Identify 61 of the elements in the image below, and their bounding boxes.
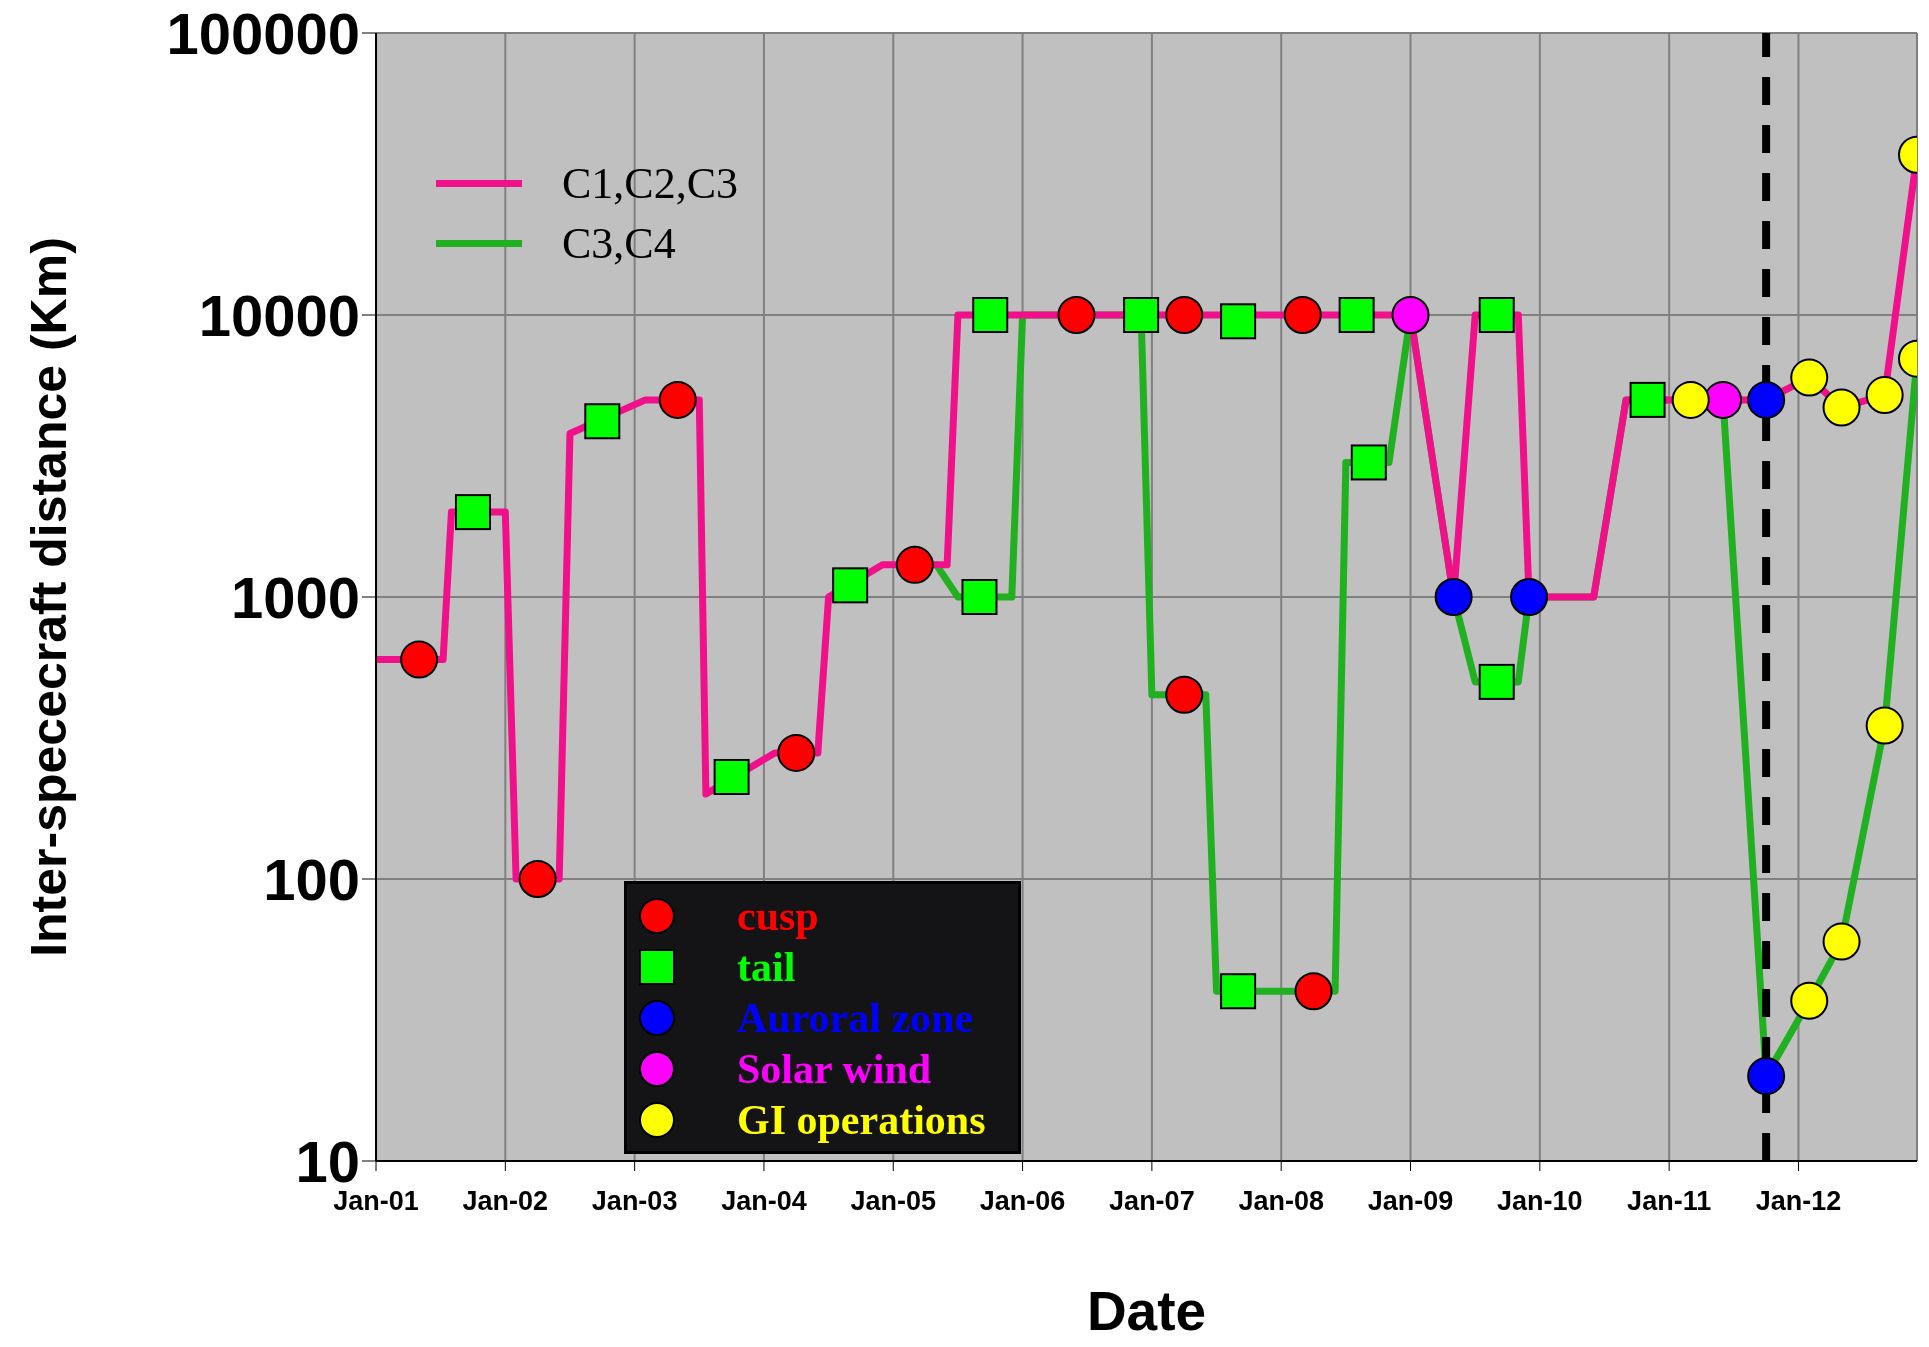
point <box>1790 358 1829 397</box>
point <box>832 567 869 604</box>
x-tick-label: Jan-02 <box>462 1186 549 1217</box>
x-tick-label: Jan-09 <box>1367 1186 1454 1217</box>
x-tick-label: Jan-10 <box>1497 1186 1583 1217</box>
x-tick-label: Jan-11 <box>1627 1186 1712 1217</box>
point <box>1478 297 1515 333</box>
point <box>1165 296 1204 334</box>
point <box>1350 444 1387 481</box>
point <box>584 403 621 440</box>
point <box>1220 973 1257 1010</box>
point <box>1391 296 1430 334</box>
point <box>1747 1057 1786 1096</box>
point <box>1123 297 1160 333</box>
y-tick-label: 1000 <box>230 564 360 630</box>
point <box>518 860 557 898</box>
point <box>1510 578 1549 616</box>
legend-label: GI operations <box>737 1095 986 1144</box>
point <box>1704 380 1743 419</box>
point <box>1822 922 1861 961</box>
point <box>1294 972 1333 1011</box>
point <box>1822 388 1861 427</box>
x-tick-label: Jan-07 <box>1109 1186 1195 1217</box>
legend-label: C3,C4 <box>562 217 676 269</box>
y-tick-label: 100 <box>263 846 360 912</box>
x-tick-label: Jan-06 <box>979 1186 1066 1217</box>
point <box>1865 706 1904 745</box>
point <box>1671 380 1710 419</box>
point <box>1434 578 1473 616</box>
legend-label: tail <box>737 942 796 991</box>
legend-label: cusp <box>737 891 819 940</box>
x-tick-label: Jan-12 <box>1755 1186 1842 1217</box>
x-tick-label: Jan-04 <box>721 1186 807 1217</box>
point <box>777 733 816 772</box>
y-tick-label: 100000 <box>166 0 360 66</box>
point <box>454 494 491 531</box>
point <box>972 297 1009 333</box>
point <box>1747 380 1786 419</box>
x-tick-label: Jan-03 <box>591 1186 678 1217</box>
x-axis-title: Date <box>1086 1280 1207 1342</box>
legend-label: Auroral zone <box>737 993 974 1042</box>
point <box>1338 297 1375 333</box>
point <box>1220 303 1257 340</box>
point <box>1478 663 1515 700</box>
x-tick-label: Jan-08 <box>1238 1186 1324 1217</box>
y-axis-title: Inter-spececraft distance (Km) <box>20 237 77 957</box>
point <box>658 380 697 419</box>
point <box>1865 376 1904 415</box>
point <box>1283 296 1322 334</box>
point <box>1629 381 1666 418</box>
y-tick-label: 10000 <box>198 282 360 348</box>
point <box>1057 296 1096 334</box>
point <box>1165 675 1204 714</box>
point <box>400 640 439 679</box>
point <box>713 758 750 795</box>
point <box>961 579 998 615</box>
point <box>895 545 934 584</box>
legend-label: C1,C2,C3 <box>562 157 739 209</box>
point <box>1790 981 1829 1020</box>
legend-label: Solar wind <box>737 1044 932 1093</box>
x-tick-label: Jan-05 <box>850 1186 937 1217</box>
